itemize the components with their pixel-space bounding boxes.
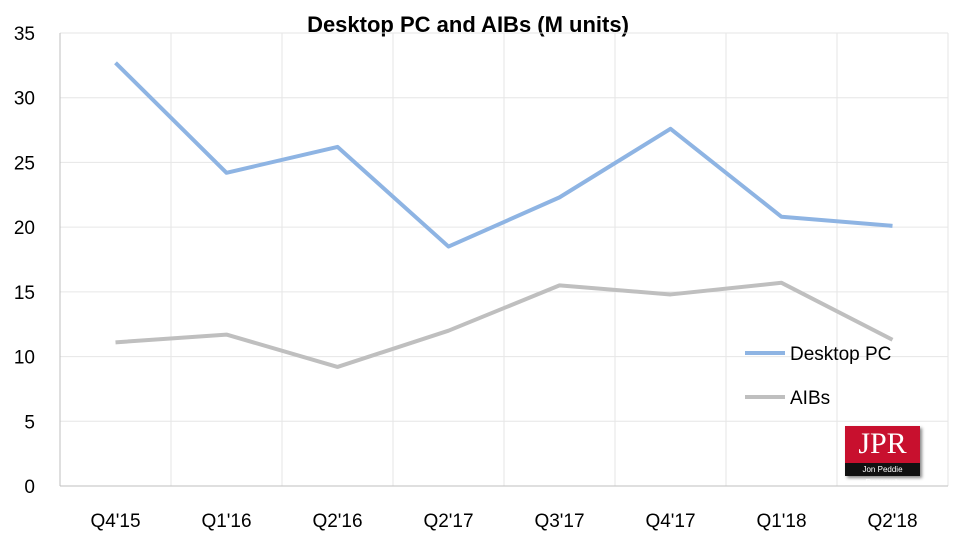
x-tick-label: Q3'17 <box>534 511 584 532</box>
series-line-aibs <box>115 280 894 369</box>
x-tick-label: Q4'15 <box>90 511 140 532</box>
y-tick-label: 20 <box>14 218 35 239</box>
x-tick-label: Q1'16 <box>201 511 251 532</box>
y-tick-label: 15 <box>14 283 35 304</box>
x-tick-label: Q2'17 <box>423 511 473 532</box>
legend-label: Desktop PC <box>790 344 891 365</box>
y-tick-label: 35 <box>14 24 35 45</box>
y-tick-label: 5 <box>24 412 35 433</box>
x-tick-label: Q4'17 <box>645 511 695 532</box>
y-tick-label: 10 <box>14 348 35 369</box>
x-tick-label: Q1'18 <box>756 511 806 532</box>
y-tick-label: 25 <box>14 153 35 174</box>
x-tick-label: Q2'18 <box>867 511 917 532</box>
x-tick-label: Q2'16 <box>312 511 362 532</box>
y-tick-label: 30 <box>14 89 35 110</box>
series-line-desktop-pc <box>114 61 893 249</box>
jpr-logo: JPR Jon Peddie Research <box>845 426 920 487</box>
y-tick-label: 0 <box>24 477 35 498</box>
legend-label: AIBs <box>790 388 830 409</box>
